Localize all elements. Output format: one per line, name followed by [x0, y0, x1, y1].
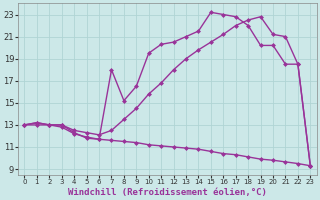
X-axis label: Windchill (Refroidissement éolien,°C): Windchill (Refroidissement éolien,°C) — [68, 188, 267, 197]
